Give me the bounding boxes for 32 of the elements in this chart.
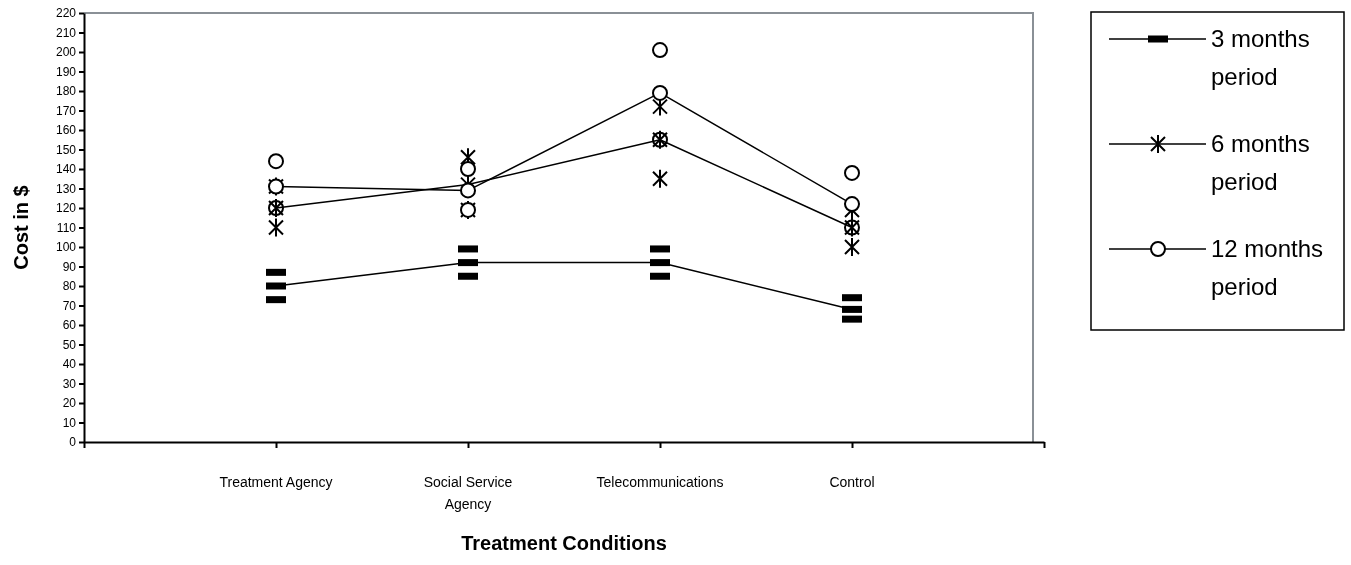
- x-axis-title: Treatment Conditions: [461, 532, 667, 554]
- y-tick-label: 100: [55, 240, 77, 255]
- y-tick-label: 60: [62, 318, 77, 333]
- y-axis-title: Cost in $: [10, 185, 32, 270]
- legend-label: 12 months period: [1211, 235, 1324, 300]
- x-tick-label: Social Service Agency: [423, 474, 513, 512]
- y-tick-label: 200: [55, 45, 77, 60]
- y-tick-label: 70: [62, 298, 77, 313]
- y-tick-label: 20: [62, 396, 77, 411]
- x-tick-label: Control: [829, 474, 875, 490]
- x-tick-label: Treatment Agency: [219, 474, 333, 490]
- y-tick-label: 210: [55, 25, 77, 40]
- legend-label: 6 months period: [1211, 130, 1310, 195]
- y-tick-label: 150: [55, 142, 77, 157]
- y-tick-label: 220: [55, 6, 77, 21]
- y-tick-label: 190: [55, 64, 77, 79]
- y-tick-label: 120: [55, 201, 77, 216]
- y-tick-label: 40: [62, 357, 77, 372]
- y-tick-label: 180: [55, 84, 77, 99]
- y-tick-label: 140: [55, 162, 77, 177]
- y-tick-label: 30: [62, 376, 77, 391]
- y-tick-label: 110: [56, 220, 77, 235]
- y-tick-label: 10: [62, 415, 77, 430]
- legend-label: 3 months period: [1211, 25, 1310, 90]
- y-tick-label: 130: [55, 181, 77, 196]
- y-tick-label: 170: [55, 103, 77, 118]
- y-tick-label: 80: [62, 279, 77, 294]
- y-tick-label: 0: [69, 435, 77, 450]
- x-tick-label: Telecommunications: [596, 474, 724, 490]
- y-tick-label: 90: [62, 259, 77, 274]
- y-tick-label: 50: [62, 337, 77, 352]
- y-tick-label: 160: [55, 123, 77, 138]
